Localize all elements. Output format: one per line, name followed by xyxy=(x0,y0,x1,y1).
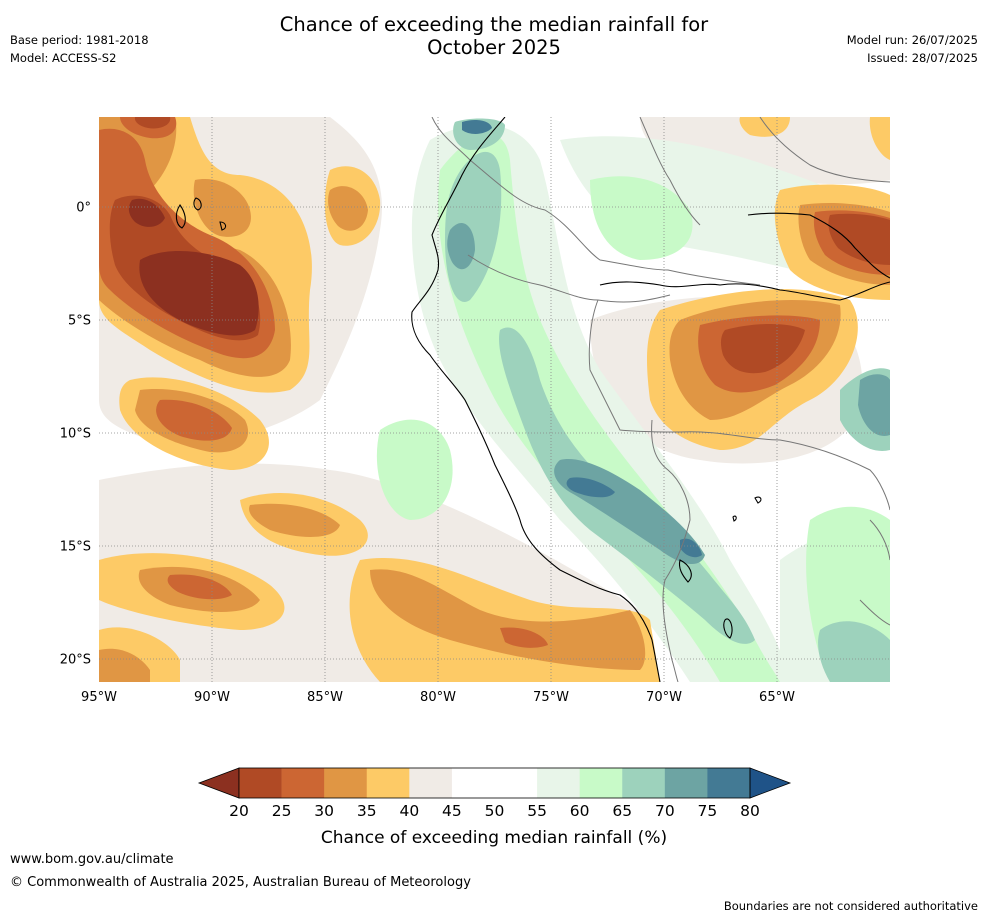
x-tick-label: 95°W xyxy=(81,690,117,705)
shade-30-35 xyxy=(328,186,368,231)
shade-75-80 xyxy=(566,477,615,498)
title-line-2: October 2025 xyxy=(427,36,561,59)
meta-right: Model run: 26/07/2025 Issued: 28/07/2025 xyxy=(847,31,978,67)
shade-35-40 xyxy=(869,117,890,160)
footer-disclaimer: Boundaries are not considered authoritat… xyxy=(723,899,978,913)
map-figure: 95°W 90°W 85°W 80°W 75°W 70°W 65°W 0° 5°S 10°S 15… xyxy=(60,117,890,848)
map-title: Chance of exceeding the median rainfall … xyxy=(0,13,988,59)
colorbar-tick-label: 60 xyxy=(570,802,590,820)
title-line-1: Chance of exceeding the median rainfall … xyxy=(279,13,709,36)
shade-20-25 xyxy=(828,213,890,265)
shade-60-65 xyxy=(376,419,453,520)
shade-75-80 xyxy=(462,120,492,134)
footer-url: www.bom.gov.au/climate xyxy=(10,852,174,867)
colorbar-tick-label: 50 xyxy=(485,802,505,820)
colorbar-bin-55-60 xyxy=(537,768,580,798)
shade-70-75 xyxy=(858,374,890,436)
meta-left: Base period: 1981-2018 Model: ACCESS-S2 xyxy=(10,31,149,67)
model-run-text: Model run: 26/07/2025 xyxy=(846,33,978,47)
y-tick-label: 5°S xyxy=(68,313,91,328)
colorbar-tick-label: 75 xyxy=(698,802,718,820)
y-tick-label: 20°S xyxy=(60,652,91,667)
colorbar: 20 25 30 35 40 45 50 55 60 65 70 75 80 Chance of exc… xyxy=(197,767,792,848)
colorbar-tick-label: 40 xyxy=(399,802,419,820)
x-tick-label: 70°W xyxy=(646,690,682,705)
x-tick-label: 85°W xyxy=(307,690,343,705)
colorbar-bin-40-45 xyxy=(409,768,453,798)
footer-copyright: © Commonwealth of Australia 2025, Austra… xyxy=(10,875,471,890)
colorbar-bins xyxy=(239,768,751,798)
x-tick-label: 75°W xyxy=(533,690,569,705)
colorbar-bin-25-30 xyxy=(281,768,325,798)
colorbar-bin-75-80 xyxy=(707,768,751,798)
shade-under-20 xyxy=(139,250,259,336)
coastline xyxy=(175,117,890,682)
x-axis-ticks: 95°W 90°W 85°W 80°W 75°W 70°W 65°W xyxy=(81,690,795,705)
shade-30-35 xyxy=(370,569,646,670)
shade-65-70 xyxy=(818,621,890,682)
colorbar-tick-label: 35 xyxy=(357,802,377,820)
colorbar-tick-label: 30 xyxy=(314,802,334,820)
country-boundaries xyxy=(431,117,890,682)
shade-25-30 xyxy=(500,627,548,648)
shade-60-65 xyxy=(438,134,780,682)
issued-text: Issued: 28/07/2025 xyxy=(867,51,978,65)
x-tick-label: 65°W xyxy=(759,690,795,705)
y-axis-ticks: 0° 5°S 10°S 15°S 20°S xyxy=(60,200,91,667)
shade-30-35 xyxy=(193,179,251,237)
y-tick-label: 15°S xyxy=(60,539,91,554)
map-panel xyxy=(99,117,890,682)
shade-70-75 xyxy=(447,222,475,270)
colorbar-tick-label: 70 xyxy=(655,802,675,820)
y-tick-label: 0° xyxy=(76,200,91,215)
colorbar-bin-70-75 xyxy=(664,768,708,798)
colorbar-frame xyxy=(238,767,751,799)
colorbar-under-arrow xyxy=(197,767,240,799)
shade-35-40 xyxy=(739,117,790,137)
shade-30-35 xyxy=(249,503,340,537)
model-text: Model: ACCESS-S2 xyxy=(10,51,117,65)
shade-60-65 xyxy=(590,176,693,260)
colorbar-bin-45-50 xyxy=(451,768,495,798)
colorbar-tick-label: 55 xyxy=(527,802,547,820)
shade-25-30 xyxy=(156,399,232,441)
colorbar-tick-label: 20 xyxy=(229,802,249,820)
x-tick-label: 80°W xyxy=(420,690,456,705)
shade-25-30 xyxy=(167,574,232,600)
colorbar-tick-label: 65 xyxy=(612,802,632,820)
gridlines xyxy=(99,117,890,682)
colorbar-title: Chance of exceeding median rainfall (%) xyxy=(321,828,667,848)
base-period-text: Base period: 1981-2018 xyxy=(10,33,149,47)
colorbar-bin-60-65 xyxy=(579,768,623,798)
shade-65-70 xyxy=(499,327,755,644)
shade-30-35 xyxy=(99,648,150,682)
rainfall-probability-shading xyxy=(99,117,890,682)
shade-under-20 xyxy=(128,198,165,227)
x-tick-label: 90°W xyxy=(194,690,230,705)
shade-20-25 xyxy=(720,324,805,374)
colorbar-bin-35-40 xyxy=(366,768,410,798)
colorbar-bin-65-70 xyxy=(622,768,666,798)
colorbar-tick-label: 25 xyxy=(272,802,292,820)
colorbar-tick-label: 45 xyxy=(442,802,462,820)
shade-75-80 xyxy=(680,538,702,558)
colorbar-bin-20-25 xyxy=(239,768,282,798)
colorbar-bin-30-35 xyxy=(324,768,368,798)
shade-20-25 xyxy=(134,117,171,129)
colorbar-bin-50-55 xyxy=(494,768,538,798)
colorbar-tick-labels: 20 25 30 35 40 45 50 55 60 65 70 75 80 xyxy=(229,802,760,820)
colorbar-over-arrow xyxy=(749,767,792,799)
colorbar-tick-label: 80 xyxy=(740,802,760,820)
y-tick-label: 10°S xyxy=(60,426,91,441)
